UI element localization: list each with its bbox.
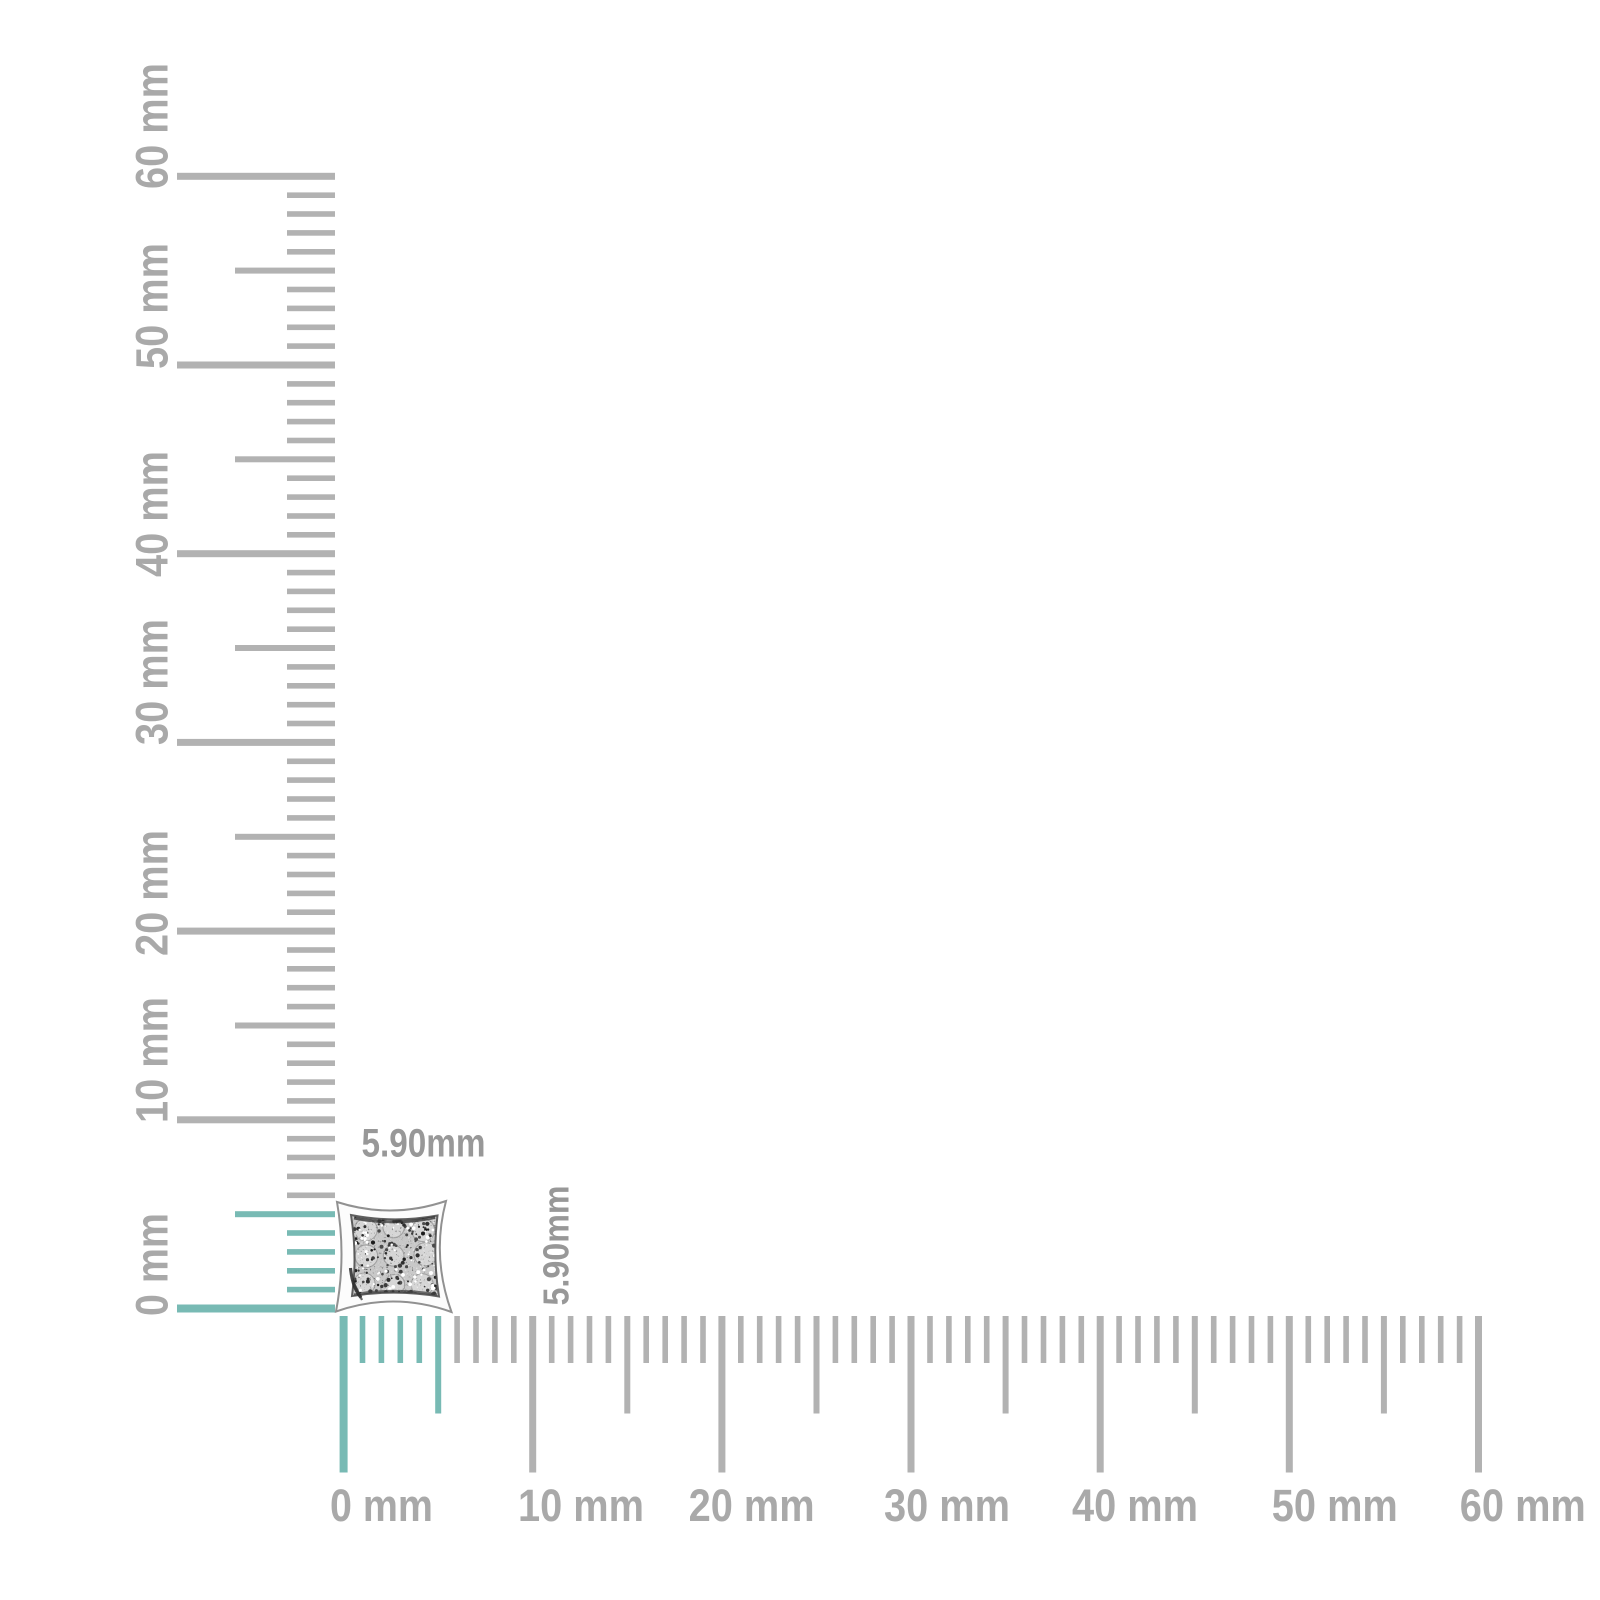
- svg-text:50 mm: 50 mm: [1272, 1480, 1398, 1531]
- svg-text:0 mm: 0 mm: [330, 1480, 433, 1531]
- svg-text:5.90mm: 5.90mm: [362, 1121, 486, 1165]
- svg-text:20 mm: 20 mm: [689, 1480, 815, 1531]
- svg-text:40 mm: 40 mm: [1072, 1480, 1198, 1531]
- svg-text:20 mm: 20 mm: [127, 830, 178, 956]
- svg-text:60 mm: 60 mm: [127, 63, 178, 189]
- svg-text:5.90mm: 5.90mm: [536, 1186, 577, 1306]
- svg-text:30 mm: 30 mm: [127, 619, 178, 745]
- svg-text:40 mm: 40 mm: [127, 451, 178, 577]
- svg-text:50 mm: 50 mm: [127, 243, 178, 369]
- svg-text:0 mm: 0 mm: [127, 1213, 178, 1316]
- svg-text:30 mm: 30 mm: [884, 1480, 1010, 1531]
- svg-text:10 mm: 10 mm: [127, 997, 178, 1123]
- svg-text:10 mm: 10 mm: [518, 1480, 644, 1531]
- svg-text:60 mm: 60 mm: [1460, 1480, 1586, 1531]
